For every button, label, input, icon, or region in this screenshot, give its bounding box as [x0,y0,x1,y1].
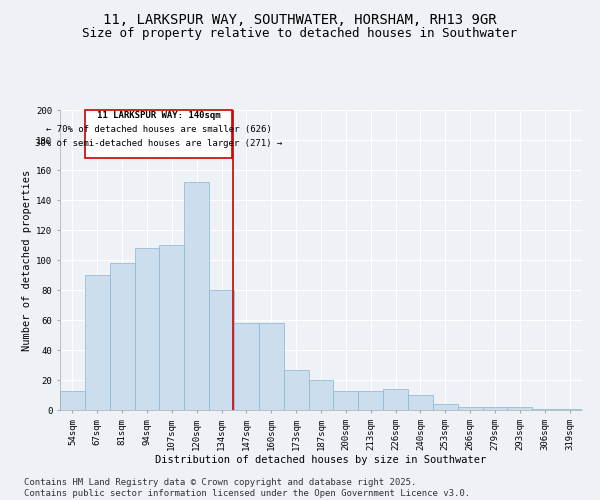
Bar [234,323,259,410]
X-axis label: Distribution of detached houses by size in Southwater: Distribution of detached houses by size … [155,456,487,466]
Bar [259,323,284,410]
Bar [334,390,358,410]
Bar [209,290,234,410]
Bar [134,248,160,410]
Bar [160,245,184,410]
Bar [482,407,508,410]
Bar [184,182,209,410]
Text: 30% of semi-detached houses are larger (271) →: 30% of semi-detached houses are larger (… [35,138,283,147]
Bar [433,404,458,410]
Bar [383,389,408,410]
Bar [358,390,383,410]
Text: Contains HM Land Registry data © Crown copyright and database right 2025.
Contai: Contains HM Land Registry data © Crown c… [24,478,470,498]
Bar [85,275,110,410]
Bar [308,380,334,410]
Text: 11 LARKSPUR WAY: 140sqm: 11 LARKSPUR WAY: 140sqm [97,112,220,120]
Bar [284,370,308,410]
Bar [408,395,433,410]
FancyBboxPatch shape [85,110,232,158]
Text: 11, LARKSPUR WAY, SOUTHWATER, HORSHAM, RH13 9GR: 11, LARKSPUR WAY, SOUTHWATER, HORSHAM, R… [103,12,497,26]
Bar [458,407,482,410]
Bar [557,408,582,410]
Bar [110,263,134,410]
Bar [508,407,532,410]
Y-axis label: Number of detached properties: Number of detached properties [22,170,32,350]
Bar [60,390,85,410]
Bar [532,408,557,410]
Text: ← 70% of detached houses are smaller (626): ← 70% of detached houses are smaller (62… [46,125,272,134]
Text: Size of property relative to detached houses in Southwater: Size of property relative to detached ho… [83,28,517,40]
